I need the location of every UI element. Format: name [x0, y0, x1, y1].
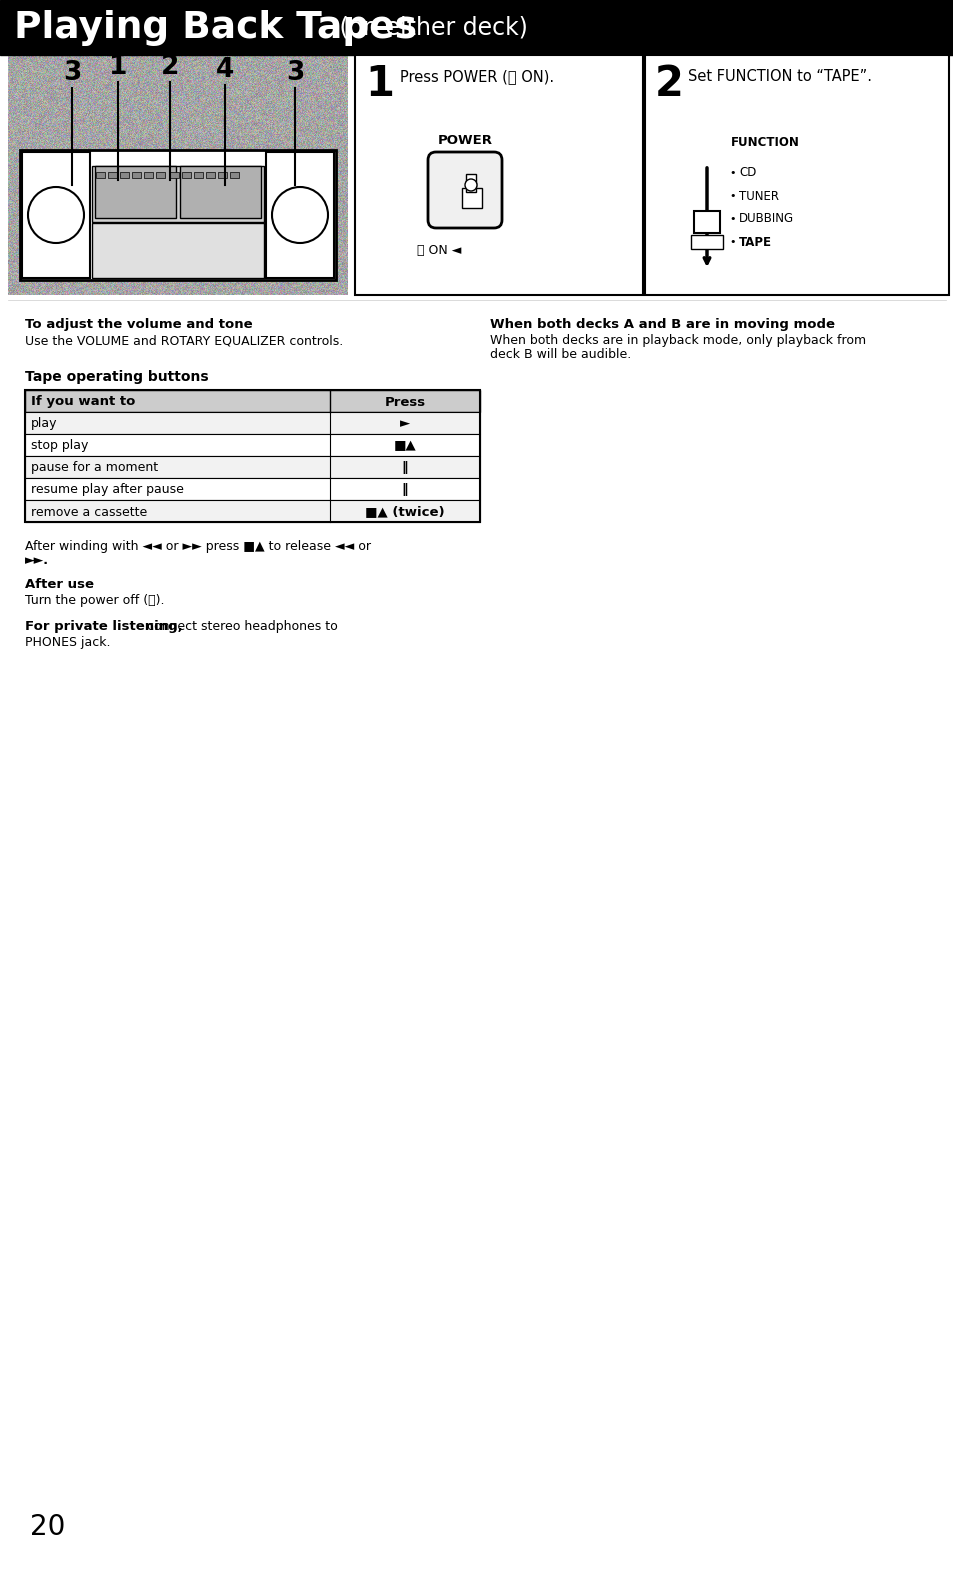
Text: play: play — [30, 418, 57, 431]
Bar — [690, 234, 722, 248]
Text: 2: 2 — [161, 53, 179, 80]
Bar — [355, 55, 642, 296]
Text: After winding with ◄◄ or ►► press ■▲ to release ◄◄ or: After winding with ◄◄ or ►► press ■▲ to … — [25, 541, 371, 553]
Bar — [180, 167, 261, 219]
Text: •: • — [728, 192, 735, 201]
Text: For private listening,: For private listening, — [25, 619, 183, 634]
Text: TUNER: TUNER — [739, 190, 779, 203]
Bar — [266, 152, 334, 278]
Text: When both decks A and B are in moving mode: When both decks A and B are in moving mo… — [490, 318, 834, 332]
Text: 3: 3 — [63, 60, 81, 86]
Bar — [25, 412, 479, 434]
Bar — [25, 500, 479, 522]
Text: When both decks are in playback mode, only playback from: When both decks are in playback mode, on… — [490, 333, 865, 347]
Circle shape — [464, 179, 476, 192]
Bar — [25, 434, 479, 456]
Text: CD: CD — [739, 167, 756, 179]
Text: resume play after pause: resume play after pause — [30, 484, 184, 497]
Text: •: • — [728, 168, 735, 178]
Text: 1: 1 — [109, 53, 127, 80]
Bar — [120, 171, 129, 178]
Bar — [25, 390, 479, 522]
Text: ■▲: ■▲ — [394, 440, 416, 453]
Bar — [230, 171, 239, 178]
Text: 20: 20 — [30, 1512, 66, 1541]
Text: Use the VOLUME and ROTARY EQUALIZER controls.: Use the VOLUME and ROTARY EQUALIZER cont… — [25, 333, 343, 347]
Bar — [144, 171, 152, 178]
Text: Set FUNCTION to “TAPE”.: Set FUNCTION to “TAPE”. — [687, 69, 871, 83]
Bar — [96, 171, 105, 178]
Bar — [91, 167, 264, 222]
Bar — [465, 174, 476, 192]
Text: 1: 1 — [365, 63, 394, 105]
Text: stop play: stop play — [30, 440, 89, 453]
Text: If you want to: If you want to — [30, 396, 135, 409]
Bar — [218, 171, 227, 178]
Bar — [25, 478, 479, 500]
Text: •: • — [728, 214, 735, 223]
Bar — [644, 55, 948, 296]
Bar — [461, 189, 481, 208]
Bar — [693, 211, 720, 233]
Text: (on either deck): (on either deck) — [332, 16, 527, 39]
Bar — [182, 171, 191, 178]
Text: DUBBING: DUBBING — [739, 212, 793, 225]
Text: POWER: POWER — [437, 134, 492, 146]
FancyBboxPatch shape — [428, 152, 501, 228]
Text: Playing Back Tapes: Playing Back Tapes — [14, 9, 416, 46]
Text: To adjust the volume and tone: To adjust the volume and tone — [25, 318, 253, 332]
Text: FUNCTION: FUNCTION — [730, 137, 799, 149]
Bar — [132, 171, 141, 178]
Text: Tape operating buttons: Tape operating buttons — [25, 369, 209, 384]
Text: ►: ► — [399, 418, 410, 431]
Text: ►►.: ►►. — [25, 553, 49, 567]
Text: 3: 3 — [286, 60, 304, 86]
Text: Press: Press — [384, 396, 425, 409]
Text: connect stereo headphones to: connect stereo headphones to — [143, 619, 337, 634]
Text: ⎌ ON ◄: ⎌ ON ◄ — [416, 244, 461, 256]
Bar — [22, 152, 90, 278]
Bar — [206, 171, 214, 178]
Text: ‖: ‖ — [401, 462, 408, 475]
Text: •: • — [728, 237, 735, 247]
Bar — [25, 390, 479, 412]
Bar — [156, 171, 165, 178]
Bar — [91, 223, 264, 278]
Bar — [95, 167, 175, 219]
Text: Press POWER (⎌ ON).: Press POWER (⎌ ON). — [399, 69, 554, 83]
Text: Turn the power off (⎏).: Turn the power off (⎏). — [25, 594, 164, 607]
Text: ‖: ‖ — [401, 484, 408, 497]
Text: remove a cassette: remove a cassette — [30, 506, 147, 519]
Bar — [0, 0, 953, 55]
Text: 4: 4 — [215, 57, 233, 83]
Bar — [25, 456, 479, 478]
Text: TAPE: TAPE — [739, 236, 771, 248]
Text: After use: After use — [25, 578, 94, 591]
Bar — [20, 149, 335, 280]
Bar — [193, 171, 203, 178]
Text: deck B will be audible.: deck B will be audible. — [490, 347, 631, 362]
Text: PHONES jack.: PHONES jack. — [25, 637, 111, 649]
Text: pause for a moment: pause for a moment — [30, 462, 158, 475]
Text: 2: 2 — [655, 63, 683, 105]
Text: ■▲ (twice): ■▲ (twice) — [365, 506, 444, 519]
Bar — [108, 171, 117, 178]
Bar — [170, 171, 179, 178]
